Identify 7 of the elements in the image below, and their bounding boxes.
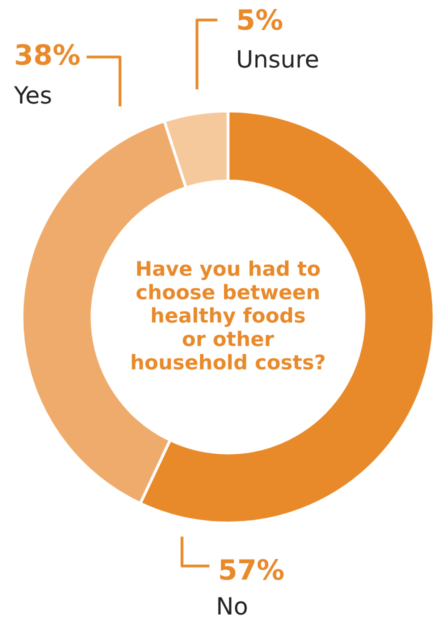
data-label: 38% [16,44,80,66]
data-label: 57% [220,559,284,580]
text: Have you had to choose between healthy foods or other household costs? [132,260,325,370]
slice-label: Yes [14,86,51,104]
data-label: 5% [238,9,282,30]
slice-label: No [218,597,247,615]
slice-label: Unsure [238,50,318,68]
